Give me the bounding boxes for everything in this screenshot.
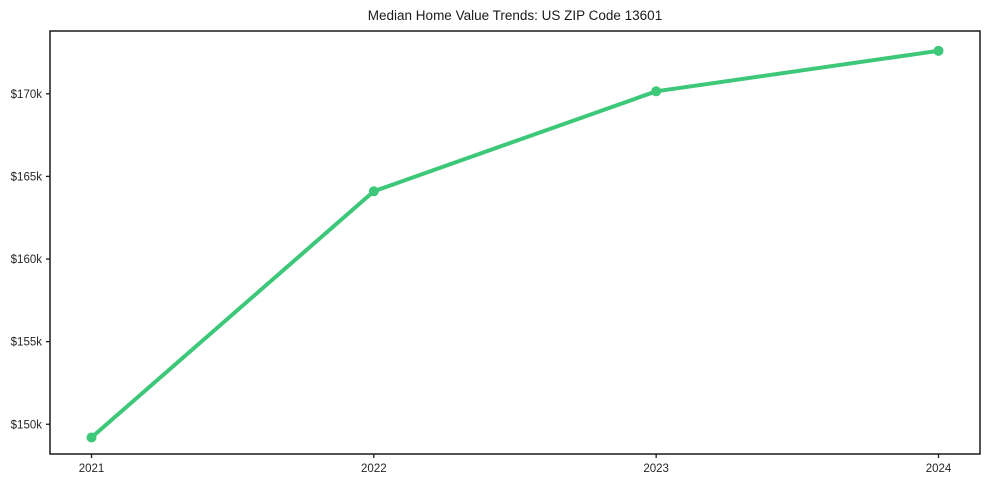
plot-layer: $150k $155k $160k $165k $170k 2021 2022 2023 202… — [11, 30, 981, 475]
x-tick-label: 2022 — [361, 463, 387, 475]
data-point-2021 — [86, 432, 97, 443]
data-point-2024 — [933, 45, 944, 56]
chart-title: Median Home Value Trends: US ZIP Code 13… — [368, 8, 662, 23]
y-tick-label: $155k — [11, 337, 43, 349]
y-tick-label: $170k — [11, 89, 43, 101]
y-tick-label: $150k — [11, 419, 43, 431]
y-tick-label: $160k — [11, 254, 43, 266]
x-tick-label: 2021 — [79, 463, 105, 475]
data-point-2023 — [651, 86, 662, 97]
x-tick-label: 2023 — [643, 463, 669, 475]
y-tick-label: $165k — [11, 171, 43, 183]
trend-line — [89, 48, 941, 440]
data-point-2022 — [368, 186, 379, 197]
plot-border — [49, 30, 981, 455]
x-tick-label: 2024 — [926, 463, 952, 475]
